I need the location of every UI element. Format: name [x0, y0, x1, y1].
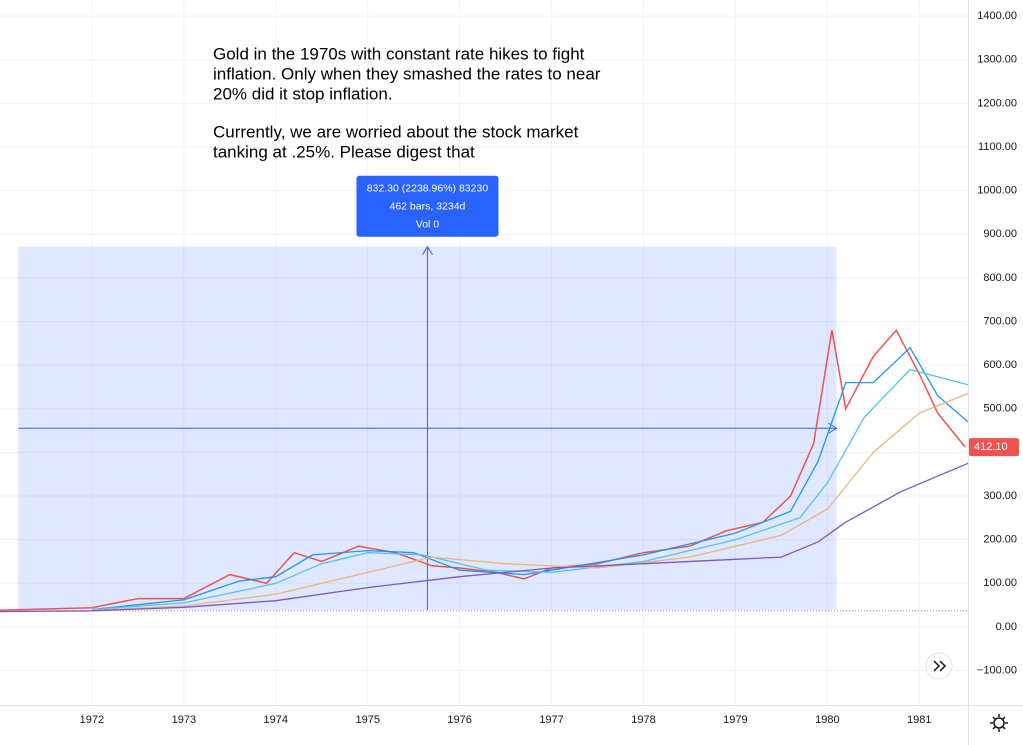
scroll-button[interactable] [925, 652, 953, 680]
ma-line [91, 368, 969, 611]
y-tick-label: 1400.00 [977, 10, 1017, 22]
y-tick-label: 800.00 [983, 272, 1017, 284]
x-tick-label: 1980 [815, 714, 839, 726]
x-tick-label: 1973 [172, 714, 196, 726]
x-tick-label: 1977 [539, 714, 563, 726]
ma-line [91, 392, 969, 611]
settings-button[interactable] [990, 714, 1008, 732]
annotation-text: tanking at .25%. Please digest that [213, 142, 475, 161]
y-tick-label: 300.00 [983, 490, 1017, 502]
annotation-text: Gold in the 1970s with constant rate hik… [213, 44, 585, 63]
y-tick-label: 900.00 [983, 228, 1017, 240]
plot [0, 245, 969, 613]
annotation-text: inflation. Only when they smashed the ra… [213, 64, 601, 83]
ma-line [0, 462, 969, 613]
annotation-text: 20% did it stop inflation. [213, 84, 393, 103]
measure-label: Vol 0 [416, 218, 440, 230]
measure-label-box [356, 175, 499, 237]
ma-line [91, 346, 969, 611]
y-tick-label: 700.00 [983, 315, 1017, 327]
x-tick-label: 1979 [723, 714, 747, 726]
last-price-box [969, 438, 1019, 457]
y-tick-label: 100.00 [983, 577, 1017, 589]
annotation-text: Currently, we are worried about the stoc… [213, 122, 579, 141]
x-tick-label: 1978 [631, 714, 655, 726]
grid [0, 0, 968, 705]
x-tick-label: 1981 [907, 714, 931, 726]
y-tick-label: −100.00 [977, 664, 1017, 676]
y-tick-label: 1000.00 [977, 185, 1017, 197]
x-tick-label: 1974 [264, 714, 288, 726]
y-tick-label: 500.00 [983, 403, 1017, 415]
x-tick-label: 1975 [355, 714, 379, 726]
y-tick-label: 200.00 [983, 534, 1017, 546]
y-tick-label: 1100.00 [978, 141, 1017, 153]
measure-arrow-head [422, 245, 433, 255]
x-tick-label: 1972 [80, 714, 104, 726]
measure-label: 832.30 (2238.96%) 83230 [367, 182, 489, 194]
y-tick-label: 0.00 [996, 621, 1017, 633]
x-tick-label: 1976 [447, 714, 471, 726]
y-tick-label: 1300.00 [977, 54, 1017, 66]
y-tick-label: 600.00 [983, 359, 1017, 371]
measure-label: 462 bars, 3234d [390, 200, 466, 212]
y-tick-label: 1200.00 [977, 97, 1017, 109]
annotation: 832.30 (2238.96%) 83230 462 bars, 3234d Vo… [213, 44, 601, 237]
last-price-label: 412.10 [974, 441, 1008, 453]
